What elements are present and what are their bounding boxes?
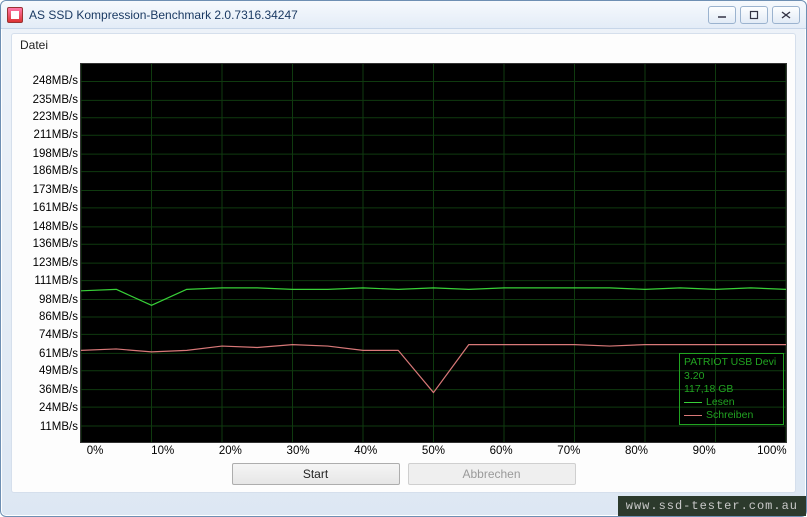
window-title: AS SSD Kompression-Benchmark 2.0.7316.34… [29,8,708,22]
menubar: Datei [11,33,796,55]
x-axis-labels: 0%10%20%30%40%50%60%70%80%90%100% [80,445,787,459]
device-firmware-label: 3.20 [684,370,779,383]
app-window: AS SSD Kompression-Benchmark 2.0.7316.34… [0,0,807,517]
maximize-button[interactable] [740,6,768,24]
titlebar: AS SSD Kompression-Benchmark 2.0.7316.34… [1,1,806,29]
device-capacity-label: 117,18 GB [684,383,779,396]
app-icon [7,7,23,23]
button-row: Start Abbrechen [12,460,795,488]
device-info-box: PATRIOT USB Devi 3.20 117,18 GB Lesen Sc… [679,353,784,425]
legend-write: Schreiben [684,409,779,422]
benchmark-chart: 11MB/s24MB/s36MB/s49MB/s61MB/s74MB/s86MB… [18,61,789,459]
minimize-button[interactable] [708,6,736,24]
y-axis-labels: 11MB/s24MB/s36MB/s49MB/s61MB/s74MB/s86MB… [18,61,80,445]
watermark: www.ssd-tester.com.au [618,496,806,516]
legend-write-label: Schreiben [706,409,753,422]
chart-plot-area: PATRIOT USB Devi 3.20 117,18 GB Lesen Sc… [80,63,787,443]
legend-read-label: Lesen [706,396,735,409]
menu-file[interactable]: Datei [20,38,48,52]
legend-read: Lesen [684,396,779,409]
start-button[interactable]: Start [232,463,400,485]
device-name-label: PATRIOT USB Devi [684,356,779,369]
close-button[interactable] [772,6,800,24]
legend-read-swatch [684,402,702,403]
content-pane: 11MB/s24MB/s36MB/s49MB/s61MB/s74MB/s86MB… [11,55,796,493]
legend-write-swatch [684,415,702,416]
cancel-button[interactable]: Abbrechen [408,463,576,485]
window-controls [708,6,800,24]
